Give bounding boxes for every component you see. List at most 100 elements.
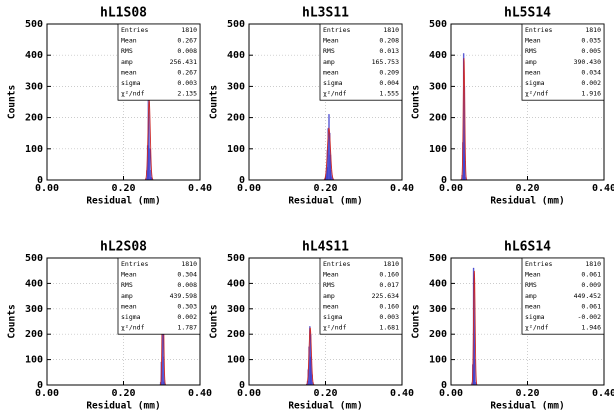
x-tick-label: 0.20: [313, 388, 337, 399]
x-tick-label: 0.00: [35, 183, 59, 194]
y-tick-label: 300: [25, 304, 43, 315]
y-tick-label: 0: [239, 175, 245, 186]
y-tick-label: 400: [429, 278, 447, 289]
stats-value: 256.431: [170, 58, 197, 66]
stats-box: [521, 257, 605, 335]
stats-name: χ²/ndf: [525, 324, 549, 332]
stats-name: Entries: [323, 260, 350, 268]
y-tick-label: 200: [227, 329, 245, 340]
y-tick-label: 200: [227, 113, 245, 124]
stats-name: sigma: [121, 79, 141, 87]
y-tick-label: 400: [227, 50, 245, 61]
y-tick-label: 200: [429, 113, 447, 124]
x-tick-label: 0.20: [515, 388, 539, 399]
y-tick-label: 500: [25, 253, 43, 264]
stats-name: RMS: [121, 281, 133, 289]
x-tick-label: 0.20: [313, 183, 337, 194]
stats-value: 1810: [383, 26, 399, 34]
stats-value: 1.787: [177, 324, 197, 332]
y-tick-label: 400: [227, 278, 245, 289]
x-tick-label: 0.40: [390, 183, 414, 194]
stats-name: Mean: [323, 271, 339, 279]
stats-name: χ²/ndf: [323, 90, 347, 98]
y-tick-label: 200: [25, 329, 43, 340]
stats-box: [319, 257, 403, 335]
x-axis-label: Residual (mm): [490, 196, 564, 207]
panel-title: hL6S14: [504, 240, 551, 255]
stats-value: 0.002: [177, 313, 197, 321]
panel-title: hL2S08: [100, 240, 147, 255]
y-tick-label: 0: [37, 175, 43, 186]
stats-name: RMS: [121, 47, 133, 55]
stats-name: amp: [121, 292, 133, 300]
stats-name: Entries: [121, 26, 148, 34]
y-tick-label: 400: [429, 50, 447, 61]
y-tick-label: 300: [227, 304, 245, 315]
stats-value: 2.135: [177, 90, 197, 98]
y-tick-label: 500: [429, 19, 447, 30]
stats-value: 1810: [585, 260, 601, 268]
stats-name: Entries: [323, 26, 350, 34]
y-tick-label: 100: [227, 144, 245, 155]
stats-value: 165.753: [372, 58, 399, 66]
y-tick-label: 300: [227, 81, 245, 92]
x-tick-label: 0.40: [188, 183, 212, 194]
y-tick-label: 0: [441, 380, 447, 391]
stats-value: 0.160: [379, 302, 399, 310]
x-tick-label: 0.00: [237, 388, 261, 399]
y-tick-label: 100: [429, 355, 447, 366]
stats-name: amp: [323, 292, 335, 300]
stats-value: 0.303: [177, 302, 197, 310]
y-axis-label: Counts: [411, 304, 422, 338]
stats-value: 1.681: [379, 324, 399, 332]
stats-value: 0.061: [581, 302, 601, 310]
y-tick-label: 0: [37, 380, 43, 391]
y-tick-label: 300: [25, 81, 43, 92]
stats-name: amp: [121, 58, 133, 66]
stats-value: 225.634: [372, 292, 399, 300]
stats-name: amp: [525, 292, 537, 300]
y-tick-label: 200: [429, 329, 447, 340]
stats-value: 0.035: [581, 37, 601, 45]
stats-value: 1.555: [379, 90, 399, 98]
stats-name: mean: [121, 302, 137, 310]
stats-value: 0.003: [379, 313, 399, 321]
stats-value: 0.208: [379, 37, 399, 45]
stats-name: sigma: [525, 79, 545, 87]
y-tick-label: 500: [429, 253, 447, 264]
stats-name: Mean: [525, 271, 541, 279]
stats-name: RMS: [525, 47, 537, 55]
stats-name: mean: [323, 302, 339, 310]
y-tick-label: 500: [227, 19, 245, 30]
x-tick-label: 0.40: [592, 183, 614, 194]
x-axis-label: Residual (mm): [86, 401, 160, 412]
y-tick-label: 100: [227, 355, 245, 366]
stats-value: 1.916: [581, 90, 601, 98]
stats-name: amp: [525, 58, 537, 66]
stats-box: [117, 23, 201, 101]
y-tick-label: 400: [25, 278, 43, 289]
stats-value: -0.002: [578, 313, 602, 321]
stats-value: 0.267: [177, 68, 197, 76]
x-axis-label: Residual (mm): [288, 401, 362, 412]
stats-value: 0.160: [379, 271, 399, 279]
x-tick-label: 0.40: [390, 388, 414, 399]
stats-name: Entries: [525, 26, 552, 34]
stats-value: 449.452: [574, 292, 601, 300]
stats-value: 0.304: [177, 271, 197, 279]
panel-title: hL4S11: [302, 240, 349, 255]
stats-name: sigma: [525, 313, 545, 321]
stats-name: sigma: [323, 313, 343, 321]
x-tick-label: 0.20: [111, 183, 135, 194]
x-tick-label: 0.20: [515, 183, 539, 194]
stats-name: mean: [121, 68, 137, 76]
y-tick-label: 100: [25, 144, 43, 155]
y-axis-label: Counts: [411, 85, 422, 119]
y-axis-label: Counts: [209, 85, 220, 119]
stats-name: Mean: [323, 37, 339, 45]
stats-name: mean: [525, 68, 541, 76]
y-axis-label: Counts: [7, 304, 18, 338]
stats-name: RMS: [323, 281, 335, 289]
y-tick-label: 100: [429, 144, 447, 155]
